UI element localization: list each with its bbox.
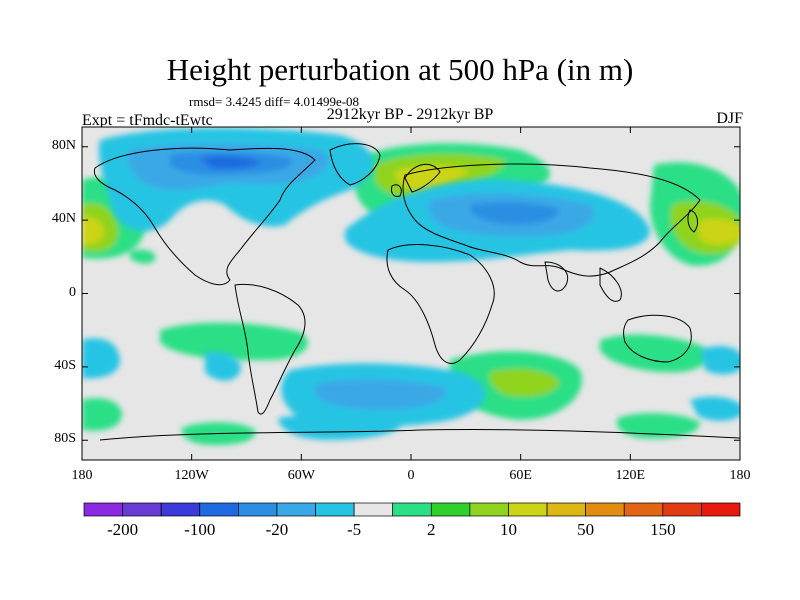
colorbar-label: -100: [184, 520, 216, 539]
colorbar-label: 50: [577, 520, 595, 539]
colorbar-swatch: [353, 502, 394, 517]
colorbar-label: -5: [347, 520, 362, 539]
period-label: 2912kyr BP - 2912kyr BP: [326, 106, 494, 123]
colorbar-label: 2: [427, 520, 436, 539]
colorbar-label: 150: [650, 520, 676, 539]
australia-outline: [623, 314, 692, 363]
south-america-outline: [234, 283, 306, 415]
colorbar-swatch: [238, 502, 278, 517]
lon-label: 120W: [174, 468, 209, 483]
experiment-label: Expt = tFmdc-tEwtc: [82, 112, 213, 129]
colorbar-swatch: [392, 502, 432, 517]
colorbar-swatch: [623, 502, 664, 517]
colorbar-swatch: [83, 502, 123, 517]
longitude-ticks: [81, 127, 741, 460]
japan-outline: [687, 209, 698, 233]
lon-label: 180: [71, 468, 93, 483]
india-outline: [544, 261, 568, 292]
scandinavia-outline: [404, 163, 441, 193]
colorbar-swatch: [430, 502, 471, 517]
greenland-outline: [329, 143, 381, 186]
lon-label: 0: [407, 468, 415, 483]
colorbar-swatch: [508, 502, 548, 517]
north-america-outline: [93, 147, 316, 286]
colorbar-swatch: [160, 502, 201, 517]
figure-title: Height perturbation at 500 hPa (in m): [166, 52, 634, 87]
season-label: DJF: [716, 110, 743, 127]
africa-outline: [386, 244, 495, 364]
colorbar-swatch: [662, 502, 702, 517]
lon-label: 180: [729, 468, 751, 483]
lat-label: 80S: [54, 431, 76, 447]
lon-label: 60E: [509, 468, 532, 483]
coastlines: [93, 143, 740, 441]
antarctica-outline: [99, 428, 740, 441]
latitude-ticks: [82, 146, 740, 441]
colorbar-label: -200: [106, 520, 139, 539]
lat-label: 40N: [51, 211, 76, 227]
eurasia-outline: [402, 163, 701, 277]
colorbar-swatch: [276, 502, 316, 517]
southeast-asia-outline: [599, 267, 622, 302]
colorbar-label: -20: [265, 520, 289, 539]
lon-label: 120E: [615, 468, 646, 483]
colorbar-swatch: [315, 502, 355, 517]
colorbar-swatch: [469, 502, 509, 517]
stats-line: rmsd= 3.4245 diff= 4.01499e-08: [189, 94, 360, 109]
lat-label: 40S: [54, 357, 76, 373]
lat-label: 80N: [51, 137, 76, 153]
colorbar-swatch: [546, 502, 586, 517]
colorbar: [83, 502, 741, 517]
colorbar-swatch: [701, 502, 741, 517]
colorbar-swatch: [199, 502, 239, 517]
colorbar-label: 10: [499, 520, 517, 539]
colorbar-swatch: [585, 502, 625, 517]
uk-outline: [391, 184, 402, 197]
colorbar-swatch: [122, 502, 162, 517]
lat-label: 0: [69, 284, 76, 300]
lon-label: 60W: [287, 468, 315, 483]
